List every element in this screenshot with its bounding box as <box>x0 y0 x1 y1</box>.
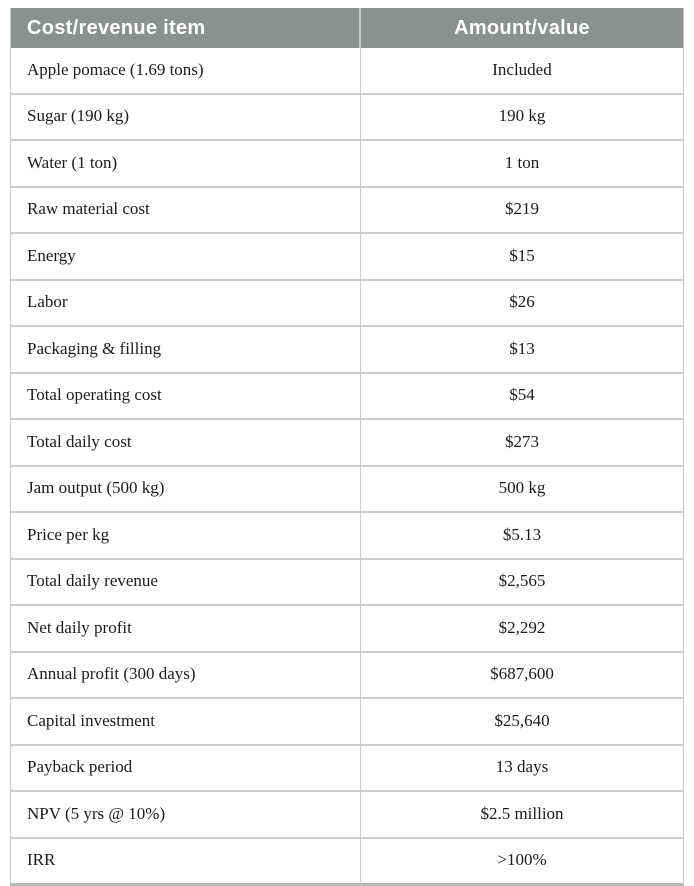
value-cell: $26 <box>509 292 535 312</box>
table-row: Energy $15 <box>11 232 683 279</box>
item-cell: Total daily cost <box>11 420 361 465</box>
item-cell: Annual profit (300 days) <box>11 652 361 697</box>
value-cell: $15 <box>509 245 535 265</box>
value-cell: >100% <box>497 850 547 870</box>
item-cell: Raw material cost <box>11 187 361 232</box>
table-row: Packaging & filling $13 <box>11 325 683 372</box>
table-row: Payback period 13 days <box>11 743 683 790</box>
table-row: Sugar (190 kg) 190 kg <box>11 92 683 139</box>
table-row: IRR >100% <box>11 836 683 883</box>
table-row: Raw material cost $219 <box>11 185 683 232</box>
value-cell: $25,640 <box>494 710 550 730</box>
value-cell: 500 kg <box>498 478 546 498</box>
cost-revenue-table: Cost/revenue item Amount/value Apple pom… <box>10 8 684 886</box>
item-cell: Jam output (500 kg) <box>11 466 361 511</box>
table-body: Apple pomace (1.69 tons) Included Sugar … <box>11 48 683 883</box>
value-cell: 190 kg <box>498 106 546 126</box>
item-cell: Net daily profit <box>11 606 361 651</box>
column-header-cost-revenue-item: Cost/revenue item <box>11 8 361 48</box>
table-row: Net daily profit $2,292 <box>11 604 683 651</box>
value-cell: $54 <box>509 385 535 405</box>
value-cell: $219 <box>505 199 539 219</box>
item-cell: Apple pomace (1.69 tons) <box>11 48 361 93</box>
item-cell: Price per kg <box>11 513 361 558</box>
value-cell: 13 days <box>495 757 549 777</box>
item-cell: Total operating cost <box>11 373 361 418</box>
item-cell: Water (1 ton) <box>11 141 361 186</box>
value-cell: $687,600 <box>490 664 554 684</box>
table-row: Jam output (500 kg) 500 kg <box>11 464 683 511</box>
item-cell: NPV (5 yrs @ 10%) <box>11 792 361 837</box>
item-cell: Capital investment <box>11 699 361 744</box>
table-row: Water (1 ton) 1 ton <box>11 139 683 186</box>
item-cell: IRR <box>11 838 361 883</box>
item-cell: Labor <box>11 280 361 325</box>
item-cell: Payback period <box>11 745 361 790</box>
value-cell: 1 ton <box>504 152 540 172</box>
value-cell: $13 <box>509 338 535 358</box>
table-header-row: Cost/revenue item Amount/value <box>11 8 683 48</box>
table-row: Total operating cost $54 <box>11 371 683 418</box>
column-header-amount-value: Amount/value <box>454 17 590 39</box>
value-cell: $2,565 <box>498 571 546 591</box>
value-cell: $2,292 <box>498 617 546 637</box>
table-row: Price per kg $5.13 <box>11 511 683 558</box>
table-row: Annual profit (300 days) $687,600 <box>11 650 683 697</box>
value-cell: $273 <box>505 431 539 451</box>
table-row: Total daily cost $273 <box>11 418 683 465</box>
value-cell: Included <box>492 59 552 79</box>
item-cell: Total daily revenue <box>11 559 361 604</box>
value-cell: $2.5 million <box>480 803 564 823</box>
table-row: Labor $26 <box>11 278 683 325</box>
item-cell: Packaging & filling <box>11 327 361 372</box>
table-row: Apple pomace (1.69 tons) Included <box>11 48 683 93</box>
item-cell: Energy <box>11 234 361 279</box>
item-cell: Sugar (190 kg) <box>11 94 361 139</box>
table-row: NPV (5 yrs @ 10%) $2.5 million <box>11 790 683 837</box>
table-row: Capital investment $25,640 <box>11 697 683 744</box>
value-cell: $5.13 <box>502 524 542 544</box>
table-row: Total daily revenue $2,565 <box>11 557 683 604</box>
